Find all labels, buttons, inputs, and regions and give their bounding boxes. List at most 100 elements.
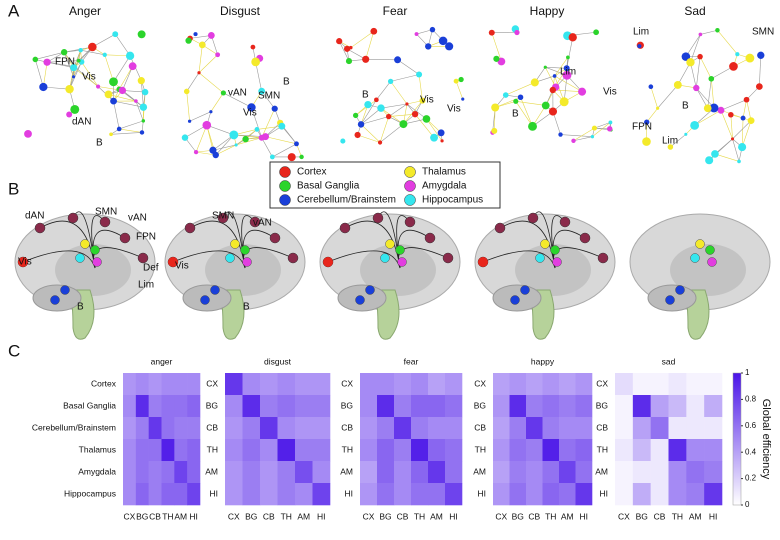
heatmap-cell bbox=[161, 395, 175, 418]
y-tick-label: BG bbox=[341, 400, 353, 410]
network-node bbox=[747, 117, 755, 125]
y-tick-label: Amygdala bbox=[78, 466, 116, 476]
x-tick-label: BG bbox=[245, 511, 257, 521]
network-edge bbox=[198, 44, 203, 73]
network-edge bbox=[699, 56, 712, 79]
heatmap-title: happy bbox=[531, 356, 555, 366]
heatmap-cell bbox=[559, 439, 576, 462]
network-node bbox=[104, 90, 113, 99]
heatmap-cell bbox=[668, 395, 687, 418]
network-edge bbox=[338, 41, 350, 62]
heatmap-cell bbox=[295, 461, 313, 484]
y-tick-label: TH bbox=[342, 444, 353, 454]
network-node bbox=[399, 120, 408, 129]
network-node bbox=[440, 139, 444, 143]
heatmap-cell bbox=[242, 417, 261, 440]
network-edge bbox=[111, 132, 143, 135]
heatmap-cell bbox=[445, 439, 463, 462]
network-node bbox=[43, 58, 51, 66]
heatmap-cell bbox=[559, 417, 576, 440]
network-node bbox=[374, 97, 379, 103]
heatmap-cell bbox=[377, 417, 395, 440]
heatmap-cell bbox=[632, 461, 651, 484]
network-node bbox=[513, 98, 519, 104]
heatmap-cell bbox=[277, 461, 296, 484]
network-edge bbox=[47, 60, 79, 63]
network-edge bbox=[360, 124, 381, 143]
heatmap-cell bbox=[493, 483, 510, 506]
legend-label: Cortex bbox=[297, 167, 326, 178]
network-node bbox=[24, 129, 32, 138]
subcortical-node bbox=[355, 295, 365, 305]
colorbar-tick-label: 0 bbox=[745, 500, 750, 509]
colorbar-tick-label: 0.8 bbox=[745, 395, 757, 404]
subcortical-node bbox=[540, 239, 550, 249]
network-edge bbox=[81, 61, 99, 87]
network-edge bbox=[215, 144, 237, 156]
subcortical-node bbox=[90, 245, 100, 255]
network-node bbox=[386, 113, 392, 120]
network-node bbox=[568, 33, 577, 42]
network-edge bbox=[376, 81, 391, 101]
heatmap-cell bbox=[148, 417, 162, 440]
heatmap-cell bbox=[242, 439, 261, 462]
heatmap-cell bbox=[260, 461, 278, 484]
x-tick-label: AM bbox=[430, 511, 443, 521]
heatmap-cell bbox=[277, 373, 296, 396]
network-node bbox=[437, 129, 445, 137]
heatmap-cell bbox=[411, 439, 429, 462]
network-node bbox=[530, 78, 539, 87]
network-edge bbox=[696, 87, 708, 109]
network-edge bbox=[491, 32, 502, 62]
heatmap-cell bbox=[493, 373, 510, 396]
heatmap-cell bbox=[650, 439, 669, 462]
network-edge bbox=[119, 128, 143, 133]
heatmap-cell bbox=[411, 395, 429, 418]
y-tick-label: HI bbox=[478, 488, 487, 498]
heatmap-cell bbox=[704, 417, 723, 440]
network-node bbox=[593, 29, 599, 36]
heatmap-cell bbox=[148, 483, 162, 506]
network-edge bbox=[215, 134, 235, 156]
network-node bbox=[715, 27, 720, 33]
network-label: Lim bbox=[662, 136, 678, 147]
heatmap-cell bbox=[187, 439, 201, 462]
heatmap-cell bbox=[174, 483, 188, 506]
subcortical-node bbox=[200, 295, 210, 305]
network-node bbox=[644, 119, 650, 125]
legend-marker bbox=[404, 194, 416, 206]
network-edge bbox=[746, 99, 752, 121]
heatmap-cell bbox=[509, 439, 527, 462]
heatmap-cell bbox=[668, 417, 687, 440]
heatmap-cell bbox=[148, 373, 162, 396]
network-node bbox=[738, 143, 747, 152]
network-node bbox=[571, 138, 576, 143]
heatmap-cell bbox=[174, 439, 188, 462]
network-node bbox=[735, 52, 740, 57]
heatmap-cell bbox=[295, 483, 313, 506]
y-tick-label: Basal Ganglia bbox=[63, 400, 116, 410]
y-tick-label: TH bbox=[597, 444, 608, 454]
network-node bbox=[445, 42, 454, 51]
network-title: Disgust bbox=[220, 4, 261, 18]
heatmap-cell bbox=[509, 483, 527, 506]
subcortical-node bbox=[92, 257, 102, 267]
network-node bbox=[693, 84, 700, 92]
network-node bbox=[269, 154, 275, 160]
network-node bbox=[209, 110, 213, 114]
network-node bbox=[234, 143, 238, 147]
network-edge bbox=[119, 120, 144, 130]
network-edge bbox=[566, 37, 574, 69]
network-node bbox=[278, 122, 286, 130]
network-edge bbox=[104, 54, 131, 57]
network-node bbox=[112, 31, 119, 38]
network-label: SMN bbox=[258, 91, 280, 102]
network-edge bbox=[360, 107, 382, 125]
heatmap-cell bbox=[542, 373, 560, 396]
network-label: Lim bbox=[560, 67, 576, 78]
brain-inner bbox=[670, 244, 746, 296]
network-edge bbox=[350, 31, 374, 48]
heatmap-cell bbox=[242, 395, 261, 418]
network-node bbox=[198, 41, 206, 49]
subcortical-node bbox=[675, 285, 685, 295]
